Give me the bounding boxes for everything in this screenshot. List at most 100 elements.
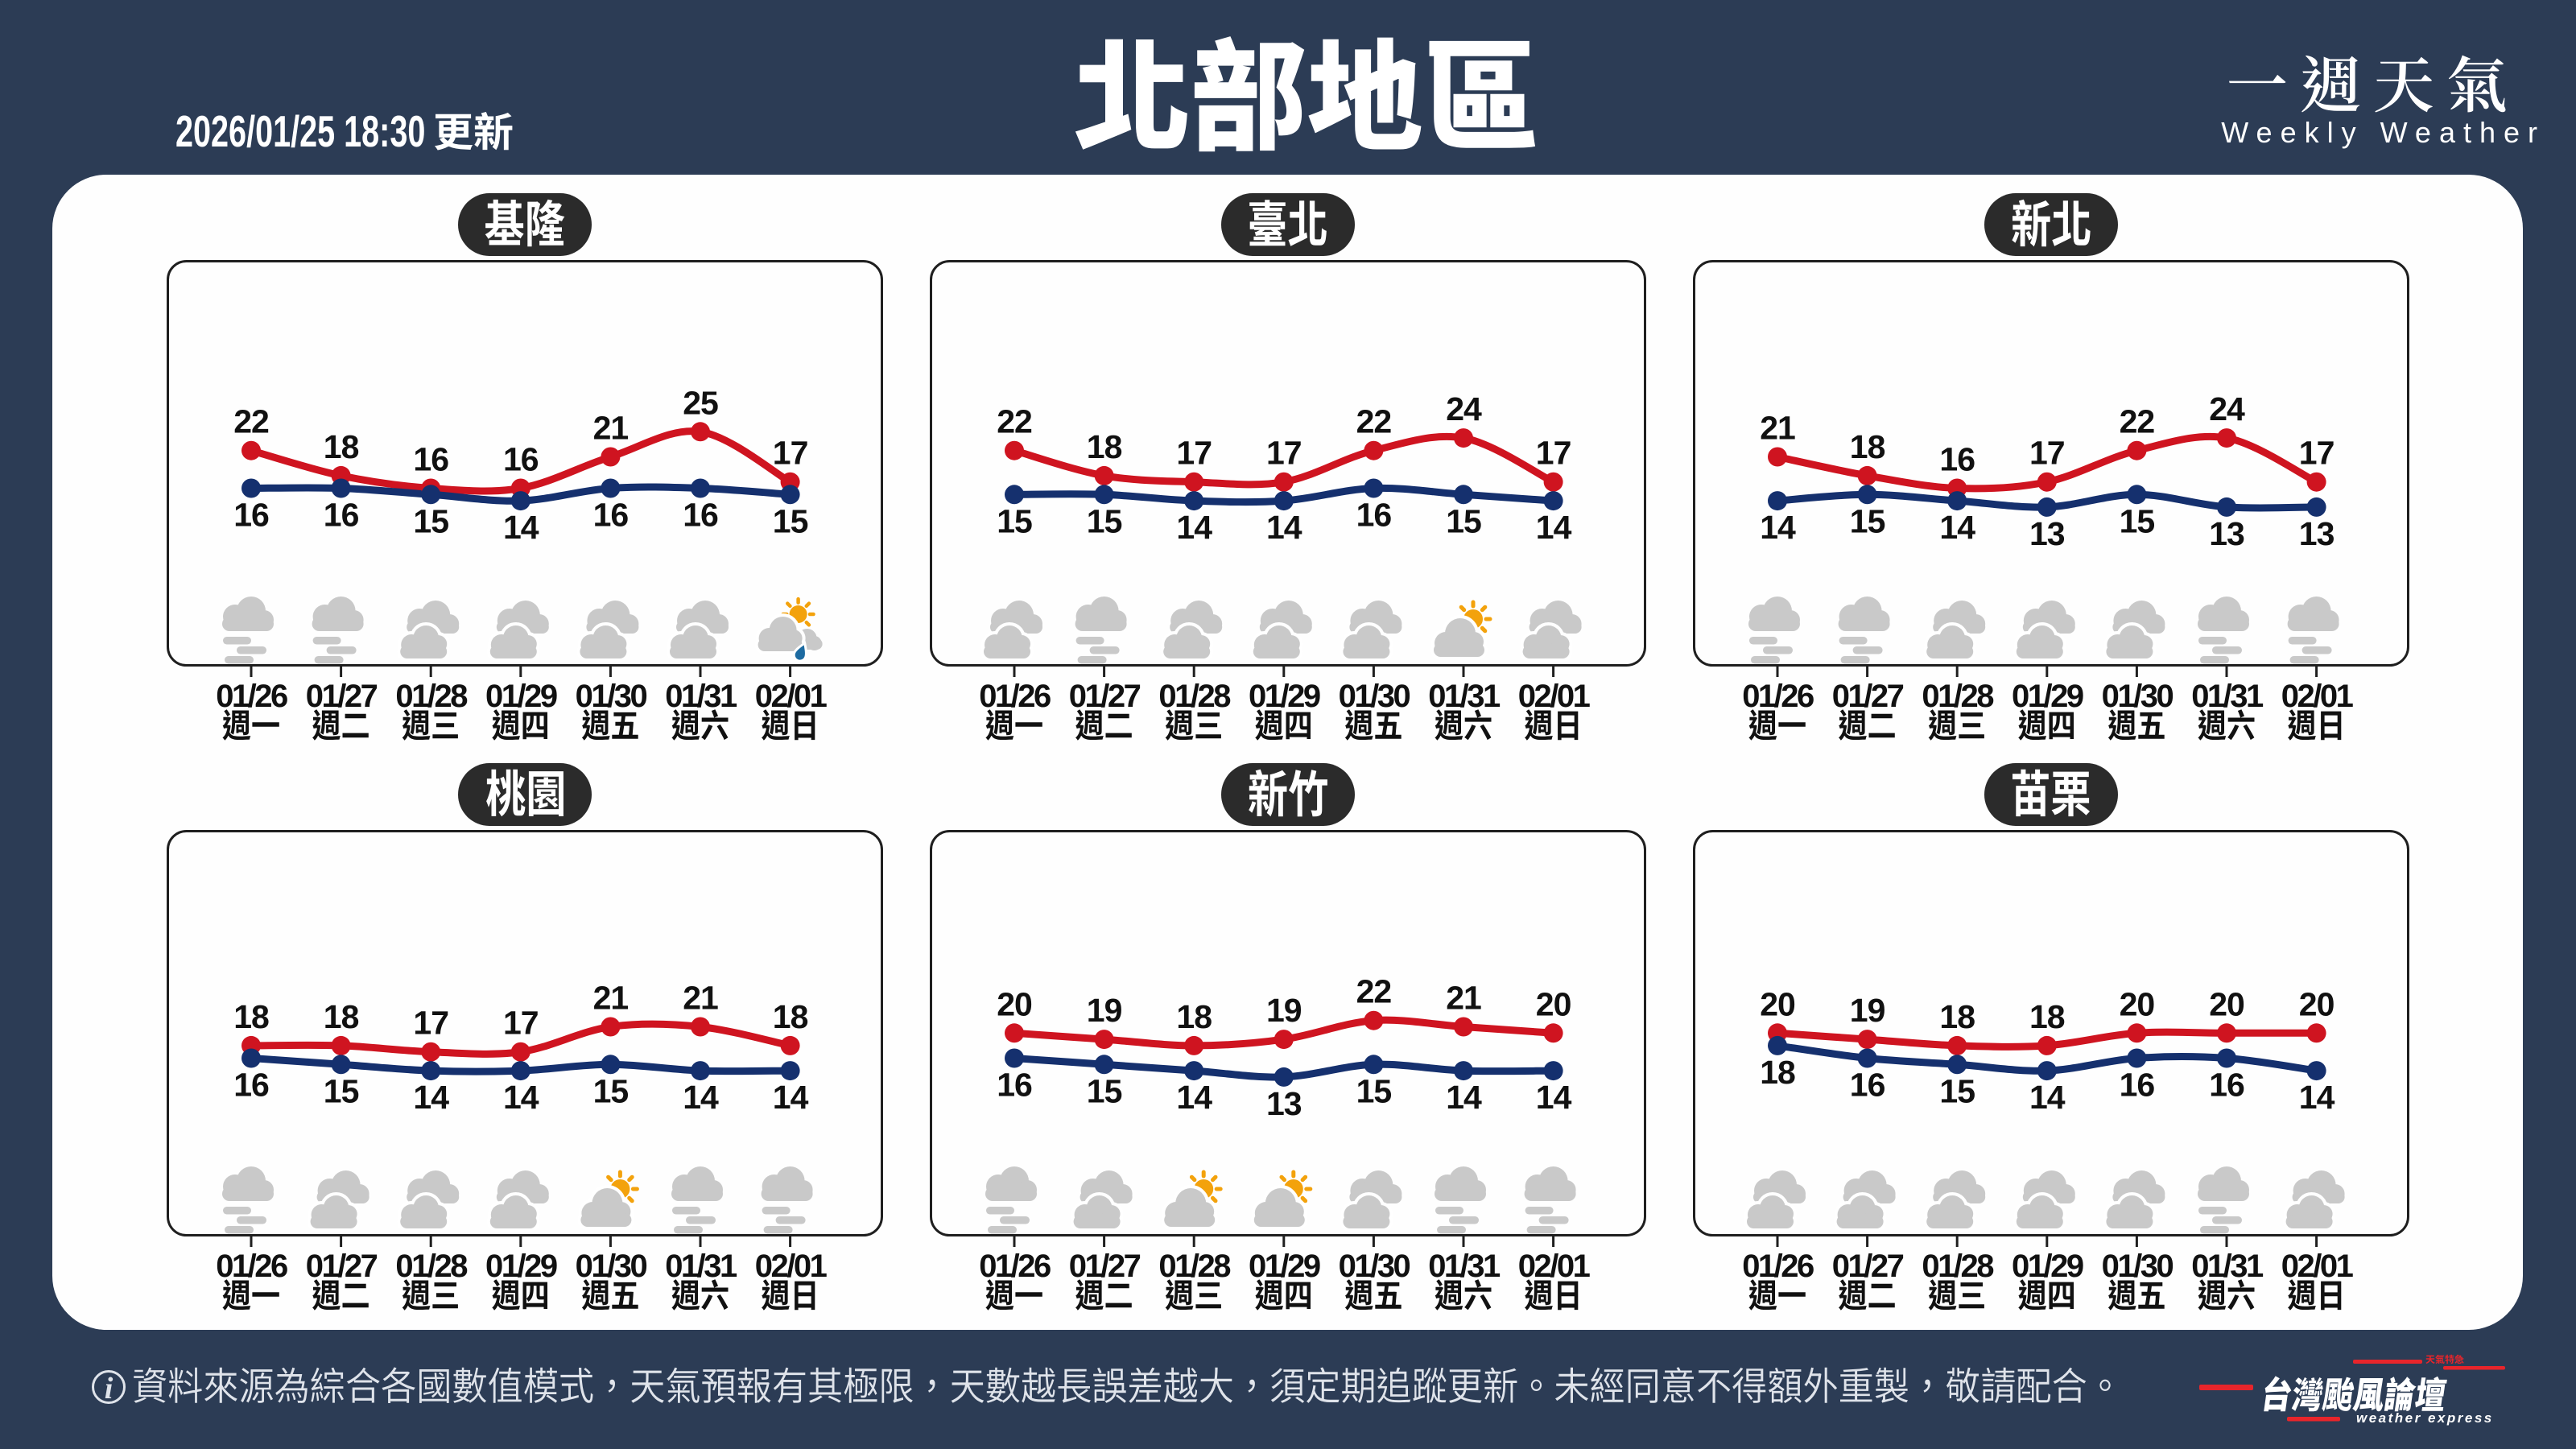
svg-text:02/01: 02/01: [2281, 679, 2354, 714]
svg-text:16: 16: [2120, 1067, 2155, 1104]
svg-text:01/31: 01/31: [2191, 679, 2264, 714]
svg-text:17: 17: [1266, 435, 1302, 472]
svg-text:02/01: 02/01: [2281, 1249, 2354, 1284]
svg-text:17: 17: [773, 435, 808, 472]
svg-text:22: 22: [1356, 403, 1392, 440]
svg-text:18: 18: [1087, 428, 1122, 465]
svg-text:20: 20: [2209, 985, 2244, 1022]
svg-text:14: 14: [1760, 509, 1796, 546]
svg-text:20: 20: [1536, 985, 1571, 1022]
svg-text:01/29: 01/29: [485, 679, 557, 714]
svg-text:19: 19: [1266, 992, 1302, 1029]
svg-text:14: 14: [1176, 1079, 1212, 1116]
svg-text:15: 15: [1446, 502, 1481, 539]
svg-text:01/30: 01/30: [576, 1249, 647, 1284]
svg-text:01/26: 01/26: [1742, 679, 1814, 714]
svg-text:02/01: 02/01: [1518, 679, 1591, 714]
svg-text:22: 22: [997, 403, 1032, 440]
svg-text:14: 14: [2029, 1079, 2066, 1116]
svg-text:14: 14: [683, 1079, 719, 1116]
svg-text:18: 18: [1176, 998, 1212, 1035]
svg-text:01/30: 01/30: [2102, 1249, 2174, 1284]
svg-text:01/26: 01/26: [979, 679, 1051, 714]
svg-text:22: 22: [233, 403, 269, 440]
svg-text:22: 22: [2120, 403, 2155, 440]
svg-text:21: 21: [1760, 410, 1795, 447]
svg-text:15: 15: [2120, 502, 2155, 539]
svg-text:01/29: 01/29: [1249, 1249, 1320, 1284]
svg-text:19: 19: [1087, 992, 1122, 1029]
svg-text:01/29: 01/29: [2012, 1249, 2083, 1284]
svg-text:01/29: 01/29: [485, 1249, 557, 1284]
svg-text:01/26: 01/26: [216, 679, 287, 714]
svg-text:01/27: 01/27: [1832, 1249, 1904, 1284]
svg-text:13: 13: [2299, 515, 2334, 552]
svg-text:14: 14: [503, 509, 539, 546]
svg-text:14: 14: [773, 1079, 809, 1116]
svg-text:16: 16: [997, 1067, 1032, 1104]
svg-text:18: 18: [773, 998, 808, 1035]
svg-text:14: 14: [1939, 509, 1975, 546]
svg-text:15: 15: [1087, 502, 1122, 539]
svg-text:15: 15: [1850, 502, 1885, 539]
svg-text:20: 20: [1760, 985, 1795, 1022]
svg-text:16: 16: [1939, 441, 1975, 478]
svg-text:16: 16: [503, 441, 539, 478]
svg-text:24: 24: [1446, 390, 1482, 427]
svg-text:01/28: 01/28: [395, 679, 468, 714]
svg-text:18: 18: [1850, 428, 1885, 465]
svg-text:weather express: weather express: [2356, 1410, 2494, 1426]
svg-text:02/01: 02/01: [755, 679, 828, 714]
svg-text:01/27: 01/27: [1069, 679, 1141, 714]
svg-text:01/27: 01/27: [1832, 679, 1904, 714]
svg-text:01/30: 01/30: [1339, 679, 1410, 714]
svg-text:01/30: 01/30: [576, 679, 647, 714]
svg-text:14: 14: [413, 1079, 449, 1116]
svg-text:16: 16: [413, 441, 448, 478]
svg-text:16: 16: [233, 1067, 269, 1104]
svg-text:21: 21: [593, 410, 629, 447]
svg-text:14: 14: [1266, 509, 1302, 546]
svg-text:13: 13: [1266, 1085, 1302, 1122]
svg-text:01/28: 01/28: [1158, 679, 1231, 714]
svg-text:17: 17: [413, 1005, 448, 1042]
svg-text:02/01: 02/01: [755, 1249, 828, 1284]
svg-text:18: 18: [1760, 1054, 1795, 1091]
svg-text:17: 17: [2299, 435, 2334, 472]
svg-text:14: 14: [1536, 1079, 1572, 1116]
svg-text:16: 16: [233, 497, 269, 534]
svg-text:21: 21: [683, 980, 718, 1017]
svg-text:19: 19: [1850, 992, 1885, 1029]
svg-text:18: 18: [233, 998, 269, 1035]
svg-text:18: 18: [2029, 998, 2065, 1035]
svg-text:01/27: 01/27: [1069, 1249, 1141, 1284]
svg-text:21: 21: [1446, 980, 1481, 1017]
svg-text:14: 14: [1446, 1079, 1482, 1116]
svg-text:01/31: 01/31: [665, 679, 737, 714]
svg-text:16: 16: [1356, 497, 1392, 534]
svg-text:20: 20: [2120, 985, 2155, 1022]
svg-text:15: 15: [413, 502, 448, 539]
svg-text:01/27: 01/27: [306, 1249, 378, 1284]
svg-text:15: 15: [593, 1072, 629, 1109]
svg-text:16: 16: [1850, 1067, 1885, 1104]
svg-text:02/01: 02/01: [1518, 1249, 1591, 1284]
svg-text:01/26: 01/26: [216, 1249, 287, 1284]
svg-text:01/31: 01/31: [2191, 1249, 2264, 1284]
svg-text:25: 25: [683, 384, 718, 421]
svg-text:01/26: 01/26: [979, 1249, 1051, 1284]
svg-text:01/26: 01/26: [1742, 1249, 1814, 1284]
svg-text:15: 15: [997, 502, 1032, 539]
svg-text:01/27: 01/27: [306, 679, 378, 714]
svg-text:01/28: 01/28: [1922, 1249, 1994, 1284]
svg-text:01/31: 01/31: [1428, 1249, 1501, 1284]
svg-text:2026/01/25 18:30: 2026/01/25 18:30: [175, 108, 425, 157]
svg-text:20: 20: [2299, 985, 2334, 1022]
svg-text:15: 15: [773, 502, 808, 539]
svg-text:15: 15: [1939, 1072, 1975, 1109]
svg-text:01/29: 01/29: [2012, 679, 2083, 714]
svg-text:22: 22: [1356, 973, 1392, 1010]
svg-text:13: 13: [2209, 515, 2244, 552]
svg-text:01/30: 01/30: [1339, 1249, 1410, 1284]
svg-text:17: 17: [2029, 435, 2065, 472]
